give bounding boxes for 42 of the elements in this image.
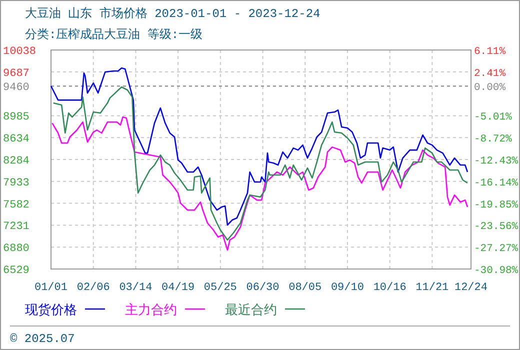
y2-tick-label: -5.01%: [474, 112, 513, 124]
x-tick-label: 12/24: [454, 282, 488, 294]
x-tick-label: 01/01: [34, 282, 68, 294]
legend-label: 主力合约: [125, 302, 177, 318]
y2-tick-label: -30.98%: [474, 265, 519, 277]
y-tick-label: 7933: [3, 177, 30, 190]
y2-tick-label: -16.14%: [474, 177, 519, 190]
chart-title: 大豆油 山东 市场价格 2023-01-01 - 2023-12-24: [25, 6, 320, 21]
y2-tick-label: -12.43%: [474, 155, 519, 168]
y-tick-label: 8284: [3, 155, 30, 168]
legend-label: 现货价格: [25, 303, 77, 318]
y2-tick-label: 6.11%: [474, 46, 506, 58]
text: © 2025.07: [10, 332, 75, 346]
line-series: [52, 86, 468, 241]
y-tick-label: 7582: [3, 199, 30, 212]
x-tick-label: 10/16: [373, 282, 406, 294]
y2-tick-label: 2.41%: [474, 68, 506, 80]
line-series: [50, 67, 468, 226]
y-tick-label: 6529: [3, 265, 30, 277]
x-tick-label: 03/14: [119, 282, 153, 294]
x-tick-label: 08/05: [288, 282, 322, 294]
y-tick-label: 8634: [3, 134, 30, 146]
y2-tick-label: -8.72%: [474, 134, 513, 146]
x-tick-label: 05/25: [204, 282, 237, 294]
x-tick-label: 06/30: [246, 282, 280, 294]
y-tick-label: 7231: [3, 221, 30, 234]
y-tick-label: 8985: [3, 112, 30, 124]
y-tick-label: 10038: [3, 46, 36, 58]
y2-tick-label: -23.56%: [474, 221, 519, 234]
y-tick-label: 6880: [3, 243, 30, 256]
y-tick-label: 9687: [3, 68, 30, 80]
y2-tick-label: 0.00%: [474, 82, 506, 94]
y2-tick-label: -27.27%: [474, 243, 519, 256]
x-tick-label: 09/10: [330, 282, 364, 294]
legend-label: 最近合约: [225, 303, 277, 318]
x-tick-label: 11/21: [416, 282, 450, 294]
x-tick-label: 04/19: [162, 282, 195, 294]
x-tick-label: 02/06: [76, 282, 110, 294]
y-tick-label: 9460: [3, 82, 30, 94]
line-series: [52, 116, 468, 251]
y2-tick-label: -19.85%: [474, 199, 519, 212]
chart-subtitle: 分类:压榨成品大豆油 等级:一级: [25, 28, 203, 42]
